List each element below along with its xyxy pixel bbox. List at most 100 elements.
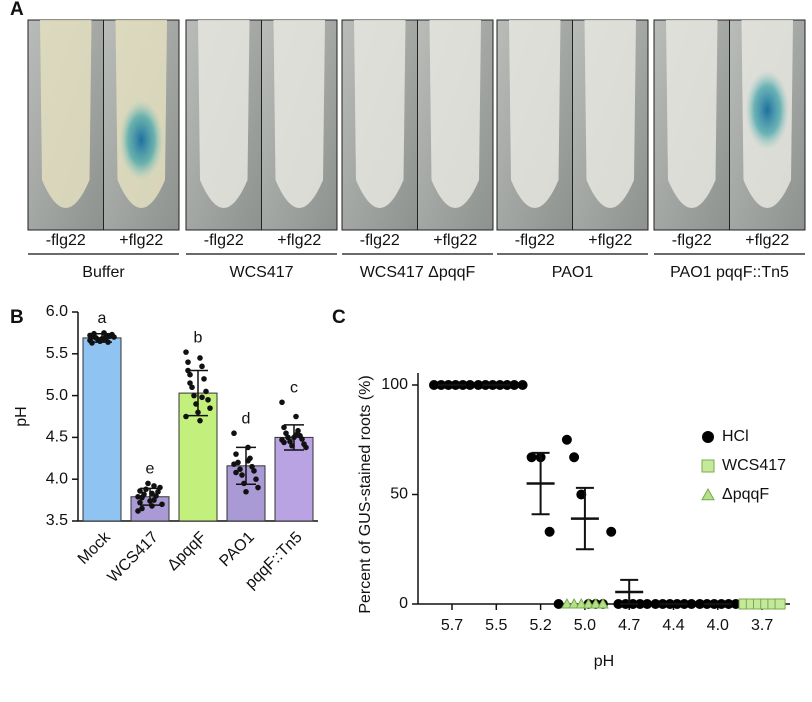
data-point	[233, 451, 239, 457]
condition-label: +flg22	[119, 232, 163, 249]
data-point	[135, 493, 141, 500]
data-point	[473, 380, 484, 390]
legend-label: ΔpqqF	[722, 486, 769, 503]
panel-label: B	[10, 307, 24, 328]
x-tick-label: 5.5	[485, 617, 507, 634]
condition-label: -flg22	[204, 232, 244, 249]
data-point	[185, 359, 191, 365]
group-label: Buffer	[82, 264, 125, 281]
data-point	[205, 396, 211, 403]
y-tick-label: 100	[381, 376, 408, 393]
y-tick-label: 0	[399, 595, 408, 612]
bar	[82, 337, 122, 522]
data-point	[191, 392, 197, 399]
root	[666, 20, 718, 208]
legend-label: HCl	[722, 428, 749, 445]
root	[584, 20, 636, 208]
x-tick-label: PAO1	[216, 529, 257, 570]
y-tick-label: 6.0	[46, 303, 68, 320]
y-axis-label: Percent of GUS-stained roots (%)	[357, 375, 374, 613]
error-bar	[531, 451, 550, 516]
x-axis-label: pH	[594, 653, 614, 670]
data-point	[203, 388, 209, 395]
condition-label: +flg22	[588, 232, 632, 249]
data-point	[694, 599, 705, 609]
x-tick-label: 4.4	[662, 617, 684, 634]
data-point	[197, 417, 203, 424]
data-point	[243, 488, 249, 495]
data-point	[253, 476, 259, 483]
y-tick-label: 4.5	[46, 429, 68, 446]
data-point	[701, 459, 715, 473]
condition-label: -flg22	[672, 232, 712, 249]
data-point	[231, 461, 237, 467]
data-point	[576, 489, 587, 500]
root	[429, 20, 481, 208]
data-point	[187, 380, 193, 386]
x-tick-label: Mock	[75, 528, 115, 568]
data-point	[650, 599, 661, 609]
data-point	[231, 430, 237, 437]
error-bar	[284, 424, 304, 451]
data-point	[686, 599, 697, 609]
gus-stain	[745, 70, 790, 150]
data-point	[702, 431, 714, 443]
legend-label: WCS417	[722, 457, 786, 474]
x-tick-label: 5.0	[574, 617, 596, 634]
x-tick-label: 3.7	[751, 617, 773, 634]
condition-label: -flg22	[515, 232, 555, 249]
root	[40, 20, 92, 208]
condition-label: +flg22	[745, 232, 789, 249]
data-point	[299, 436, 305, 442]
x-tick-label: 4.0	[707, 617, 729, 634]
x-tick-label: 5.2	[529, 617, 551, 634]
data-point	[157, 484, 163, 491]
condition-label: -flg22	[360, 232, 400, 249]
root	[198, 20, 250, 208]
data-point	[293, 413, 299, 420]
data-point	[279, 399, 285, 406]
data-point	[730, 599, 741, 609]
condition-label: +flg22	[433, 232, 477, 249]
x-tick-label: 5.7	[441, 617, 463, 634]
data-point	[141, 491, 147, 498]
data-point	[544, 526, 555, 537]
data-point	[137, 499, 143, 506]
data-point	[199, 363, 205, 370]
data-point	[589, 597, 602, 609]
data-point	[91, 333, 97, 340]
data-point	[139, 505, 145, 512]
error-bar	[575, 486, 594, 551]
group-label: PAO1	[552, 264, 594, 281]
data-point	[249, 463, 255, 470]
group-label: WCS417 ΔpqqF	[360, 264, 476, 281]
y-tick-label: 4.0	[46, 470, 68, 487]
data-point	[151, 483, 157, 489]
data-point	[143, 486, 149, 493]
data-point	[303, 444, 309, 451]
data-point	[239, 472, 245, 478]
data-point	[237, 466, 243, 472]
error-bar	[188, 369, 208, 417]
data-point	[103, 335, 109, 341]
y-tick-label: 5.0	[46, 387, 68, 404]
data-point	[183, 413, 189, 420]
data-point	[207, 405, 213, 411]
data-point	[281, 424, 287, 431]
data-point	[568, 597, 580, 609]
data-point	[774, 598, 786, 610]
bar	[274, 436, 314, 522]
x-tick-label: WCS417	[105, 529, 162, 586]
gus-stain	[119, 100, 164, 180]
data-point	[429, 380, 439, 390]
data-point	[153, 493, 159, 499]
panel-label: C	[332, 307, 346, 328]
data-point	[135, 508, 141, 514]
significance-letter: a	[98, 310, 107, 327]
data-point	[145, 480, 151, 487]
significance-letter: e	[146, 461, 155, 478]
group-label: WCS417	[229, 264, 293, 281]
data-point	[569, 452, 580, 463]
data-point	[189, 384, 195, 391]
data-point	[155, 488, 161, 495]
